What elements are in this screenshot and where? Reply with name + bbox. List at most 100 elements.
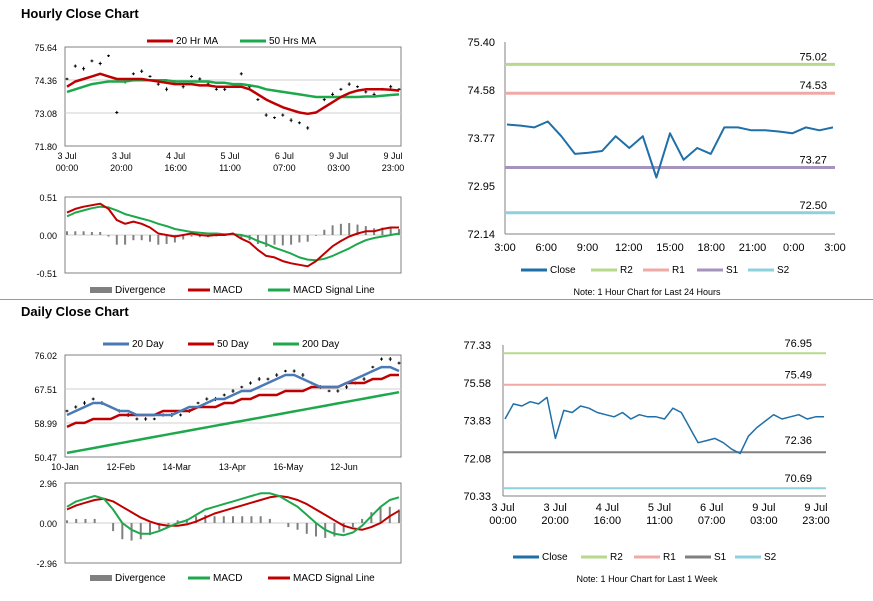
hourly-price-xtick: 3 Jul [112,151,131,161]
hourly-price-xtick: 23:00 [382,163,405,173]
daily-levels-legend-r1-label: R1 [663,552,676,563]
hourly-level-r2-label: 75.02 [799,51,827,63]
hourly-levels-xtick: 3:00 [494,242,515,254]
hourly-levels-xtick: 3:00 [824,242,845,254]
daily-title: Daily Close Chart [21,304,129,319]
hourly-levels-legend-r2-label: R2 [620,265,633,276]
hourly-legend-divergence-label: Divergence [115,285,166,296]
daily-legend-divergence-label: Divergence [115,573,166,584]
hourly-ma20-line [66,72,400,116]
daily-macd-ytick: 0.00 [39,519,57,529]
hourly-price-xtick: 00:00 [56,163,79,173]
daily-levels-ytick: 73.83 [463,416,491,428]
hourly-close-line [506,120,834,179]
hourly-level-r1-label: 74.53 [799,80,827,92]
daily-levels-legend-s2-label: S2 [764,552,777,563]
hourly-levels-legend-r1-label: R1 [672,265,685,276]
daily-levels-xtick: 9 Jul [752,502,775,514]
daily-legend-d200-label: 200 Day [302,339,339,350]
hourly-legend-macd-label: MACD [213,285,242,296]
hourly-price-xtick: 9 Jul [383,151,402,161]
daily-price-frame [64,354,402,458]
daily-levels-xtick: 9 Jul [804,502,827,514]
hourly-price-xtick: 11:00 [219,163,241,173]
hourly-price-ytick: 71.80 [34,142,57,152]
hourly-levels-xtick: 18:00 [697,242,725,254]
hourly-price-xtick: 03:00 [327,163,350,173]
hourly-price-xtick: 20:00 [110,163,133,173]
daily-levels-note: Note: 1 Hour Chart for Last 1 Week [577,574,718,584]
hourly-level-s1-label: 73.27 [799,154,827,166]
hourly-price-xtick: 5 Jul [220,151,239,161]
hourly-levels-ytick: 72.14 [467,229,495,241]
hourly-levels-ytick: 73.77 [467,133,495,145]
daily-levels-xtick: 23:00 [802,515,830,527]
hourly-price-xtick: 07:00 [273,163,296,173]
daily-level-r2-label: 76.95 [784,338,812,350]
hourly-level-s2-label: 72.50 [799,200,827,212]
hourly-price-xtick: 16:00 [164,163,187,173]
hourly-legend-ma50-label: 50 Hrs MA [269,36,317,47]
daily-levels-xtick: 5 Jul [648,502,671,514]
daily-levels-xtick: 3 Jul [544,502,567,514]
daily-price-ytick: 58.99 [34,419,57,429]
hourly-levels-xtick: 21:00 [739,242,767,254]
daily-levels-ytick: 77.33 [463,340,491,352]
hourly-price-xtick: 6 Jul [275,151,294,161]
hourly-price-xtick: 9 Jul [329,151,348,161]
daily-levels-xtick: 07:00 [698,515,726,527]
hourly-price-frame [64,46,402,147]
daily-levels-xtick: 16:00 [594,515,622,527]
daily-macd-ytick: -2.96 [36,559,57,569]
hourly-macd-ytick: 0.00 [39,231,57,241]
daily-legend-signal-label: MACD Signal Line [293,573,375,584]
daily-levels-ytick: 75.58 [463,378,491,390]
daily-legend-d20-label: 20 Day [132,339,164,350]
daily-price-ytick: 50.47 [34,453,57,463]
hourly-legend-ma20-label: 20 Hr MA [176,36,219,47]
daily-levels-xtick: 3 Jul [491,502,514,514]
hourly-levels-xtick: 15:00 [656,242,684,254]
daily-price-xtick: 16-May [273,462,304,472]
hourly-levels-ytick: 72.95 [467,181,495,193]
hourly-levels-ytick: 74.58 [467,85,495,97]
daily-price-xtick: 12-Jun [330,462,358,472]
hourly-levels-legend-close-label: Close [550,265,576,276]
hourly-price-xtick: 4 Jul [166,151,185,161]
daily-price-xtick: 10-Jan [51,462,79,472]
daily-signal-line [66,495,400,531]
hourly-levels-xtick: 9:00 [577,242,598,254]
daily-d200-line [66,390,400,455]
daily-close-line [504,396,824,455]
daily-level-s1-label: 72.36 [784,435,812,447]
hourly-levels-xtick: 12:00 [615,242,643,254]
hourly-levels-legend-s1-label: S1 [726,265,739,276]
daily-macd-ytick: 2.96 [39,479,57,489]
hourly-macd-ytick: -0.51 [36,269,57,279]
hourly-price-ytick: 74.36 [34,76,57,86]
hourly-levels-xtick: 6:00 [536,242,557,254]
daily-legend-d50-label: 50 Day [217,339,249,350]
section-divider [0,299,873,300]
daily-levels-legend-s1-label: S1 [714,552,727,563]
daily-levels-xtick: 20:00 [541,515,569,527]
daily-level-s2-label: 70.69 [784,473,812,485]
hourly-price-xtick: 3 Jul [57,151,76,161]
daily-levels-ytick: 70.33 [463,491,491,503]
daily-levels-legend-r2-label: R2 [610,552,623,563]
daily-levels-xtick: 4 Jul [596,502,619,514]
daily-levels-ytick: 72.08 [463,453,491,465]
hourly-macd-ytick: 0.51 [39,193,57,203]
hourly-title: Hourly Close Chart [21,6,139,21]
daily-levels-xtick: 03:00 [750,515,778,527]
hourly-macd-line [66,202,399,268]
daily-levels-xtick: 00:00 [489,515,517,527]
daily-price-ytick: 67.51 [34,385,57,395]
daily-price-xtick: 12-Feb [107,462,136,472]
daily-levels-legend-close-label: Close [542,552,568,563]
daily-macd-line [66,492,400,537]
hourly-levels-note: Note: 1 Hour Chart for Last 24 Hours [573,287,721,297]
hourly-price-ytick: 73.08 [34,109,57,119]
daily-price-xtick: 14-Mar [162,462,191,472]
